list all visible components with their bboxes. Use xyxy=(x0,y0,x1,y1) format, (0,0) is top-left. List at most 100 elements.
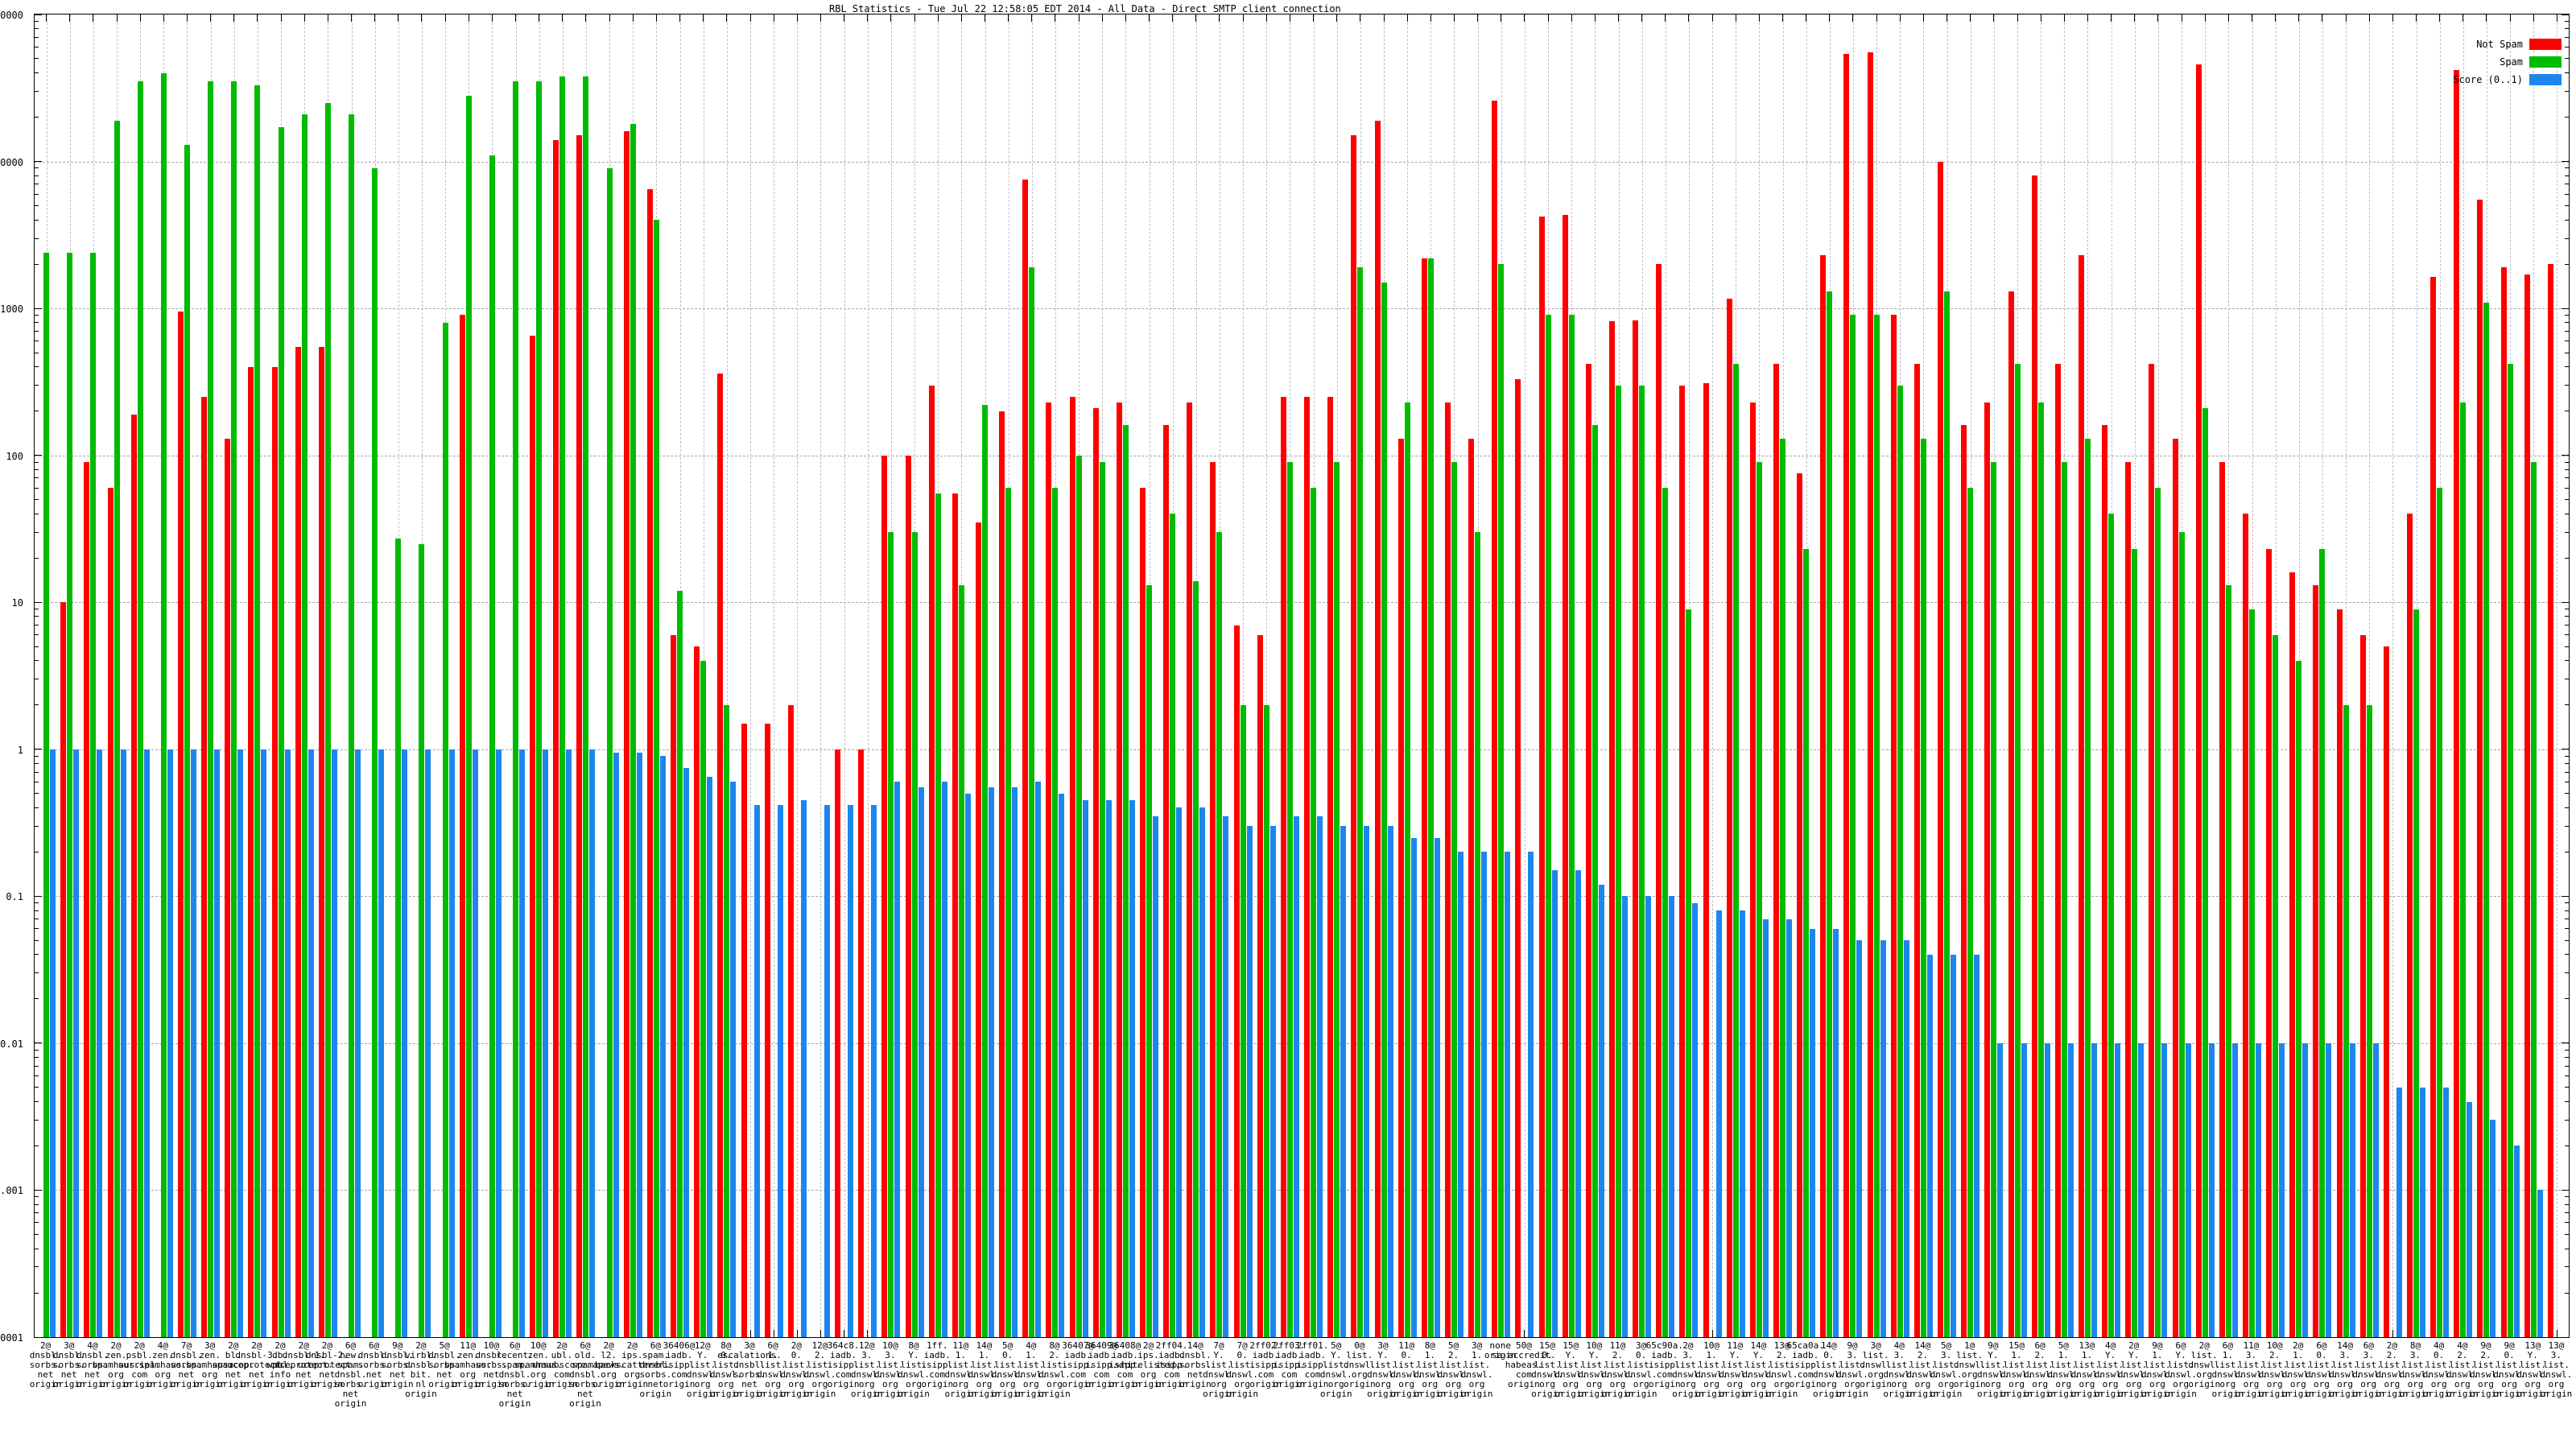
y-minor-tick xyxy=(2565,1119,2569,1121)
x-tick-label: 4@ zen. spamhaus. org origin xyxy=(138,1340,188,1389)
y-minor-tick xyxy=(2565,1101,2569,1103)
x-tick-label: 11@ 0. list. dnswl. org origin xyxy=(1390,1340,1423,1399)
bar-spam xyxy=(1381,282,1387,1337)
x-major-tick xyxy=(1782,14,1784,22)
y-minor-tick xyxy=(35,193,39,195)
y-minor-tick xyxy=(35,762,39,764)
bar-score xyxy=(1269,826,1276,1337)
y-minor-tick xyxy=(35,1057,39,1059)
bar-not-spam xyxy=(2500,267,2507,1337)
y-minor-tick xyxy=(2565,1203,2569,1205)
bar-score xyxy=(2443,1087,2450,1337)
x-major-tick xyxy=(210,14,212,22)
bar-spam xyxy=(2108,514,2115,1337)
bar-not-spam xyxy=(107,488,114,1337)
bar-score xyxy=(1645,896,1652,1337)
x-tick-label: 9@ 1. list. dnswl. org origin xyxy=(2141,1340,2174,1399)
y-minor-tick xyxy=(35,322,39,324)
bar-spam xyxy=(1357,267,1364,1337)
x-tick-label: 14@ 0. list. dnswl. org origin xyxy=(1812,1340,1845,1399)
x-tick-label: 2ff01. iadb. isipp. com origin xyxy=(1296,1340,1329,1389)
x-major-tick xyxy=(1829,14,1831,22)
bar-not-spam xyxy=(2383,646,2389,1337)
y-minor-tick xyxy=(2565,167,2569,169)
y-minor-tick xyxy=(2565,704,2569,706)
bar-spam xyxy=(419,543,425,1337)
bar-spam xyxy=(1827,291,1833,1337)
bar-spam xyxy=(724,704,730,1337)
x-tick-label: 3@ zen. spamhaus. org origin xyxy=(185,1340,234,1389)
y-minor-tick xyxy=(35,646,39,647)
x-major-tick xyxy=(796,1330,798,1337)
y-minor-tick xyxy=(35,910,39,911)
bar-spam xyxy=(1146,585,1153,1337)
y-minor-tick xyxy=(35,28,39,30)
bar-score xyxy=(1997,1042,2004,1337)
bar-not-spam xyxy=(1092,407,1099,1337)
y-tick-label: 100 xyxy=(6,450,23,462)
bar-not-spam xyxy=(248,366,254,1337)
x-tick-label: 14@ 2. list. dnswl. org origin xyxy=(1906,1340,1939,1399)
x-tick-label: 6@ Y. list. dnswl. org origin xyxy=(2165,1340,2197,1399)
bar-score xyxy=(543,749,549,1337)
bar-spam xyxy=(1334,462,1340,1337)
x-tick-label: 8@ Y. list. dnswl. org origin xyxy=(898,1340,930,1399)
y-major-tick xyxy=(2562,14,2569,15)
bar-spam xyxy=(1498,264,1505,1337)
bar-score xyxy=(894,782,901,1337)
bar-spam xyxy=(1803,549,1810,1337)
x-tick-label: 2ff03. iadb. isipp. com origin xyxy=(1273,1340,1306,1389)
x-major-tick xyxy=(374,14,376,22)
score-color-swatch xyxy=(2529,74,2562,85)
bar-not-spam xyxy=(1515,379,1521,1337)
bar-score xyxy=(2021,1042,2027,1337)
y-major-tick xyxy=(2562,308,2569,309)
x-major-tick xyxy=(2509,14,2511,22)
x-major-tick xyxy=(1453,14,1455,22)
bar-spam xyxy=(1616,385,1621,1337)
y-minor-tick xyxy=(2565,902,2569,904)
y-minor-tick xyxy=(35,72,39,74)
y-minor-tick xyxy=(2565,1196,2569,1198)
bar-not-spam xyxy=(1562,215,1568,1337)
x-tick-label: 4@ 0. list. dnswl. org origin xyxy=(2422,1340,2455,1399)
x-tick-label: 15@ 0. list. dnswl. org origin xyxy=(1531,1340,1563,1399)
y-gridline xyxy=(35,602,2569,604)
x-tick-label: 4@ Y. list. dnswl. org origin xyxy=(2094,1340,2127,1399)
bar-score xyxy=(261,749,267,1337)
x-tick-label: 14@ 1. list. dnswl. org origin xyxy=(968,1340,1001,1399)
x-major-tick xyxy=(679,14,681,22)
x-tick-label: 2@ dnsbl. sorbs. net origin xyxy=(29,1340,62,1389)
bar-not-spam xyxy=(1585,363,1591,1337)
bar-not-spam xyxy=(1397,438,1404,1337)
bar-not-spam xyxy=(1843,53,1850,1337)
bar-spam xyxy=(911,532,918,1337)
y-tick-label: 0.0001 xyxy=(0,1332,23,1344)
bar-score xyxy=(73,749,80,1337)
x-major-tick xyxy=(703,14,704,22)
bar-spam xyxy=(2273,634,2279,1337)
bar-spam xyxy=(559,76,566,1337)
y-minor-tick xyxy=(35,58,39,60)
x-tick-label: 2@ l2. apews. org origin xyxy=(592,1340,625,1389)
y-gridline xyxy=(35,1190,2569,1191)
legend-label-spam: Spam xyxy=(2500,56,2523,68)
bar-score xyxy=(753,804,760,1337)
x-major-tick xyxy=(1711,14,1713,22)
x-major-tick xyxy=(2017,14,2018,22)
bar-spam xyxy=(2413,609,2420,1337)
bar-spam xyxy=(2037,402,2044,1337)
x-major-tick xyxy=(1149,14,1150,22)
y-minor-tick xyxy=(2565,1233,2569,1235)
x-major-tick xyxy=(867,1330,869,1337)
y-minor-tick xyxy=(35,314,39,316)
bar-not-spam xyxy=(999,411,1005,1337)
bar-spam xyxy=(90,252,97,1337)
x-tick-label: 2@ Y. list. dnswl. org origin xyxy=(2117,1340,2150,1399)
bar-not-spam xyxy=(1421,258,1427,1337)
y-minor-tick xyxy=(35,634,39,636)
bar-not-spam xyxy=(2219,462,2225,1337)
bar-score xyxy=(683,767,690,1337)
y-minor-tick xyxy=(35,167,39,169)
